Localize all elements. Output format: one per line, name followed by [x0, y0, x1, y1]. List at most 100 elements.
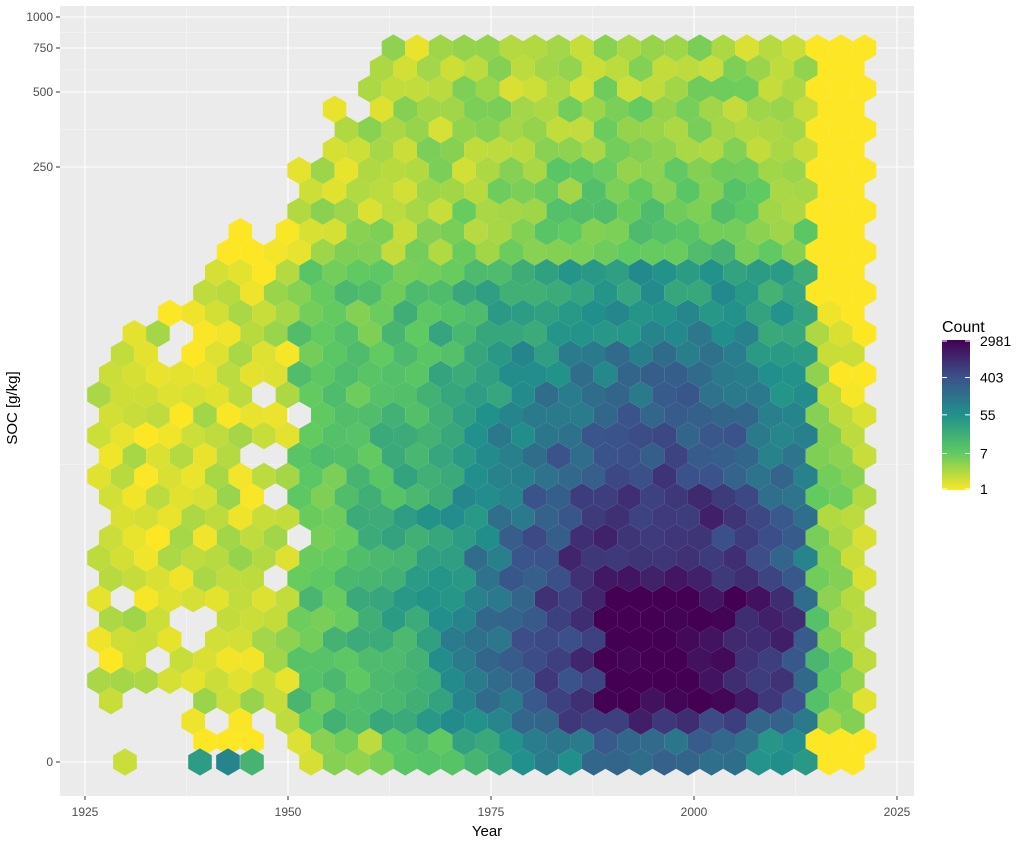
hex-bin — [475, 360, 500, 388]
hex-bin — [817, 544, 841, 572]
hex-bin — [252, 544, 276, 572]
hex-bin — [852, 360, 877, 388]
hex-bin — [782, 360, 806, 388]
hex-bin — [652, 666, 677, 694]
hex-bin — [687, 75, 712, 103]
hex-bin — [169, 360, 194, 388]
hex-bin — [841, 136, 865, 164]
hex-bin — [852, 197, 877, 225]
hex-bin — [405, 524, 429, 552]
hex-bin — [440, 462, 465, 490]
hex-bin — [475, 238, 500, 266]
hex-bin — [640, 605, 665, 633]
hex-bin — [228, 422, 253, 450]
hex-bin — [782, 524, 806, 552]
hex-bin — [475, 279, 500, 307]
hex-bin — [346, 748, 370, 776]
hex-bin — [417, 177, 441, 205]
hex-bin — [252, 503, 276, 531]
hex-bin — [311, 564, 335, 592]
hex-bin — [699, 177, 724, 205]
hex-bin — [664, 238, 688, 266]
hex-bin — [193, 646, 217, 674]
legend-break-label: 2981 — [980, 333, 1011, 349]
legend-ticks: 2981 403 55 7 1 — [942, 333, 1011, 497]
hex-bin — [570, 646, 594, 674]
hex-bin — [99, 687, 123, 715]
hex-bin — [523, 156, 547, 184]
hex-bin — [216, 238, 241, 266]
hex-bin — [664, 524, 688, 552]
hex-bin — [699, 381, 724, 409]
hex-bin — [558, 748, 582, 776]
hex-bin — [817, 95, 841, 123]
hex-bin — [829, 238, 853, 266]
hex-bin — [758, 483, 783, 511]
hex-bin — [558, 381, 582, 409]
hex-bin — [287, 728, 311, 756]
hex-bin — [805, 524, 830, 552]
hex-bin — [546, 156, 571, 184]
hex-bin — [263, 238, 288, 266]
hex-bin — [499, 279, 523, 307]
hex-bin — [428, 646, 453, 674]
hex-bin — [640, 687, 665, 715]
hex-bin — [723, 585, 747, 613]
hex-bin — [216, 605, 241, 633]
hex-bin — [275, 544, 300, 572]
hex-bin — [205, 258, 229, 286]
hex-bin — [381, 116, 406, 144]
hex-bin — [193, 687, 217, 715]
hex-bin — [593, 360, 618, 388]
hex-bin — [523, 238, 547, 266]
hex-bin — [99, 401, 123, 429]
hex-bin — [99, 605, 123, 633]
hex-bin — [735, 564, 759, 592]
hex-bin — [405, 442, 429, 470]
hex-bin — [440, 54, 465, 82]
hex-bin — [393, 136, 417, 164]
hex-bin — [699, 299, 724, 327]
hex-bin — [334, 360, 359, 388]
hex-bin — [770, 218, 794, 246]
hex-bin — [157, 299, 182, 327]
hex-bin — [735, 279, 759, 307]
hex-bin — [534, 299, 559, 327]
hex-bin — [793, 707, 818, 735]
hex-bin — [440, 585, 465, 613]
hex-bin — [570, 564, 594, 592]
hex-bin — [534, 54, 559, 82]
hex-bin — [711, 646, 735, 674]
hex-bin — [358, 156, 382, 184]
hex-bin — [275, 258, 300, 286]
hex-bin — [169, 442, 194, 470]
hex-bin — [829, 360, 853, 388]
hex-bin — [687, 320, 712, 348]
hex-bin — [629, 544, 653, 572]
hex-bin — [617, 483, 641, 511]
hex-bin — [570, 320, 594, 348]
hex-bin — [322, 340, 347, 368]
hex-bin — [640, 728, 665, 756]
hex-bin — [511, 503, 535, 531]
hex-bin — [487, 54, 512, 82]
hex-bin — [829, 279, 853, 307]
hex-bin — [805, 401, 830, 429]
hex-bin — [275, 666, 300, 694]
hex-bin — [629, 95, 653, 123]
hex-bin — [452, 524, 476, 552]
hex-bin — [311, 483, 335, 511]
hex-bin — [593, 605, 618, 633]
hex-bin — [181, 340, 205, 368]
hex-bin — [805, 75, 830, 103]
hex-bin — [652, 503, 677, 531]
hex-bin — [664, 687, 688, 715]
hex-bin — [358, 320, 382, 348]
hex-bin — [676, 503, 700, 531]
hex-bin — [746, 136, 771, 164]
hex-bin — [735, 360, 759, 388]
hex-bin — [322, 95, 347, 123]
hex-bin — [205, 299, 229, 327]
hex-bin — [169, 401, 194, 429]
hex-bin — [605, 503, 629, 531]
